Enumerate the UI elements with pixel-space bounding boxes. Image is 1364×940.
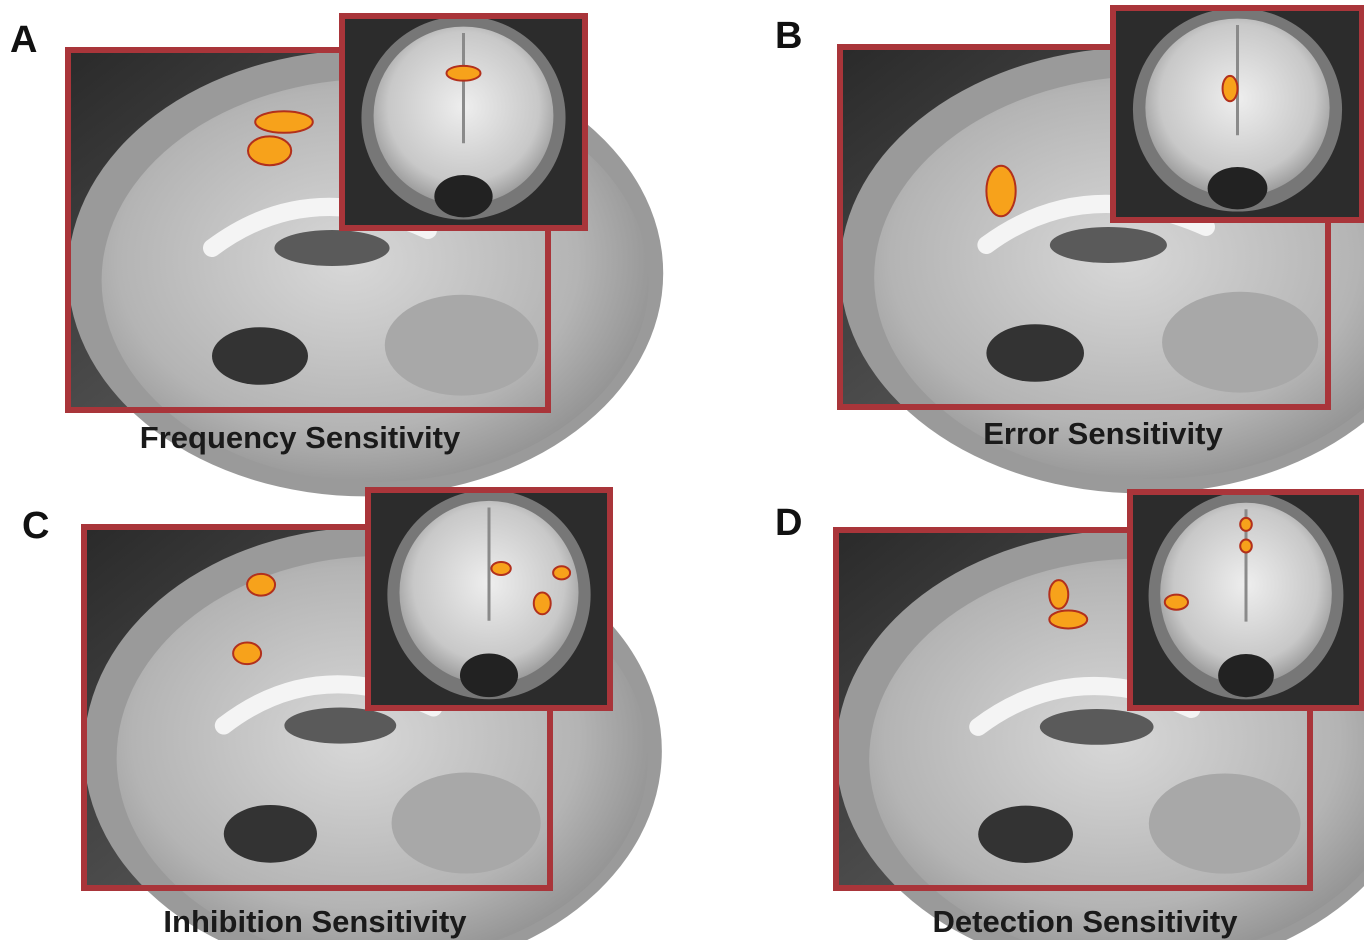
cerebellum <box>1148 773 1301 874</box>
panel-caption: Inhibition Sensitivity <box>163 904 467 939</box>
panel-letter: A <box>10 19 37 61</box>
panel: D Detection Sensitivity <box>775 489 1364 940</box>
activation-blob <box>247 135 293 167</box>
ventricle <box>1049 227 1167 263</box>
activation-blob <box>552 565 572 581</box>
panel-letter: B <box>775 15 802 57</box>
activation-blob <box>985 164 1017 218</box>
cerebellum <box>384 294 539 396</box>
sinus <box>978 805 1073 863</box>
activation-blob <box>254 110 314 134</box>
inset-frame <box>365 487 613 711</box>
ventricle <box>274 230 390 266</box>
panel-letter: C <box>22 505 49 547</box>
activation-blob <box>1239 538 1253 554</box>
activation-blob <box>490 560 512 577</box>
sinus <box>212 327 308 385</box>
coronal-brainstem <box>1218 654 1274 698</box>
panel: A Frequency Sensitivity <box>10 13 664 497</box>
panel-caption: Frequency Sensitivity <box>140 420 461 455</box>
activation-blob <box>1221 74 1239 103</box>
cerebellum <box>1162 291 1319 393</box>
cerebellum <box>391 772 541 874</box>
panel-letter: D <box>775 502 802 544</box>
ventricle <box>284 707 397 744</box>
sagittal-frame <box>837 44 1331 410</box>
ventricle <box>1039 709 1154 745</box>
activation-blob <box>445 64 482 82</box>
inset-frame <box>339 13 588 231</box>
coronal-brainstem <box>434 175 493 218</box>
panel: C Inhibition Sensitivity <box>22 487 662 940</box>
inset-frame <box>1127 489 1364 711</box>
activation-blob <box>1048 579 1070 610</box>
coronal-brainstem <box>459 653 519 698</box>
coronal-brainstem <box>1207 167 1268 210</box>
sinus <box>986 324 1084 382</box>
activation-blob <box>232 641 263 666</box>
panel-caption: Error Sensitivity <box>983 416 1223 451</box>
panel-caption: Detection Sensitivity <box>933 904 1239 939</box>
panel: B Error Sensitivity <box>775 5 1364 494</box>
activation-blob <box>1239 516 1253 532</box>
activation-blob <box>1163 593 1190 611</box>
activation-blob <box>246 572 277 597</box>
sinus <box>223 804 317 863</box>
activation-blob <box>532 591 552 616</box>
activation-blob <box>1048 609 1089 630</box>
inset-frame <box>1110 5 1364 223</box>
